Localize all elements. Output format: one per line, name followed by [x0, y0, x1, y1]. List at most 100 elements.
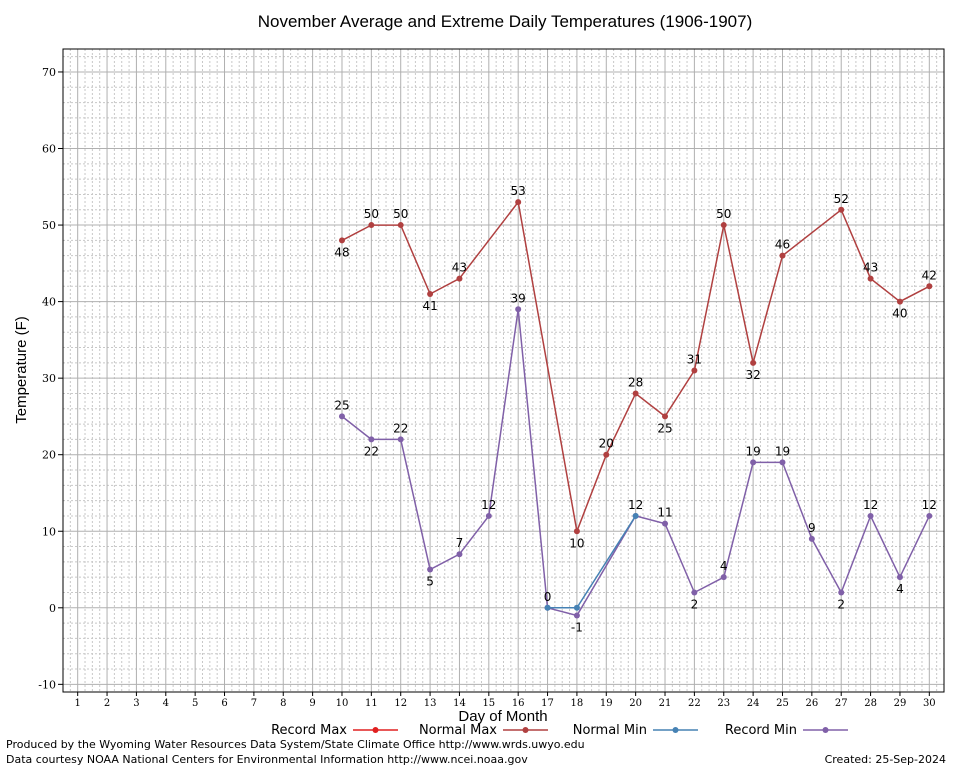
y-axis-label: Temperature (F) — [13, 316, 30, 424]
x-tick-label: 2 — [104, 698, 110, 709]
x-tick-label: 14 — [453, 698, 466, 709]
legend-label-record-max: Record Max — [271, 723, 347, 738]
record-min-point — [926, 512, 933, 519]
record-min-point — [691, 589, 698, 596]
x-tick-label: 15 — [482, 698, 495, 709]
normal-max-line — [341, 200, 930, 535]
x-tick-label: 4 — [163, 698, 169, 709]
x-tick-label: 25 — [776, 698, 789, 709]
x-tick-label: 5 — [192, 698, 198, 709]
x-tick-label: 20 — [629, 698, 642, 709]
legend-label-record-min: Record Min — [725, 723, 797, 738]
footer-data-courtesy: Data courtesy NOAA National Centers for … — [6, 753, 528, 766]
legend-marker-record-max — [372, 727, 379, 733]
record-min-point — [397, 436, 404, 443]
series-group: 25 22 22 5 7 12 39 0 -1 12 11 2 4 19 19 9 2 12 4 12 48 50 50 41… — [334, 184, 937, 634]
x-tick-label: 19 — [600, 698, 613, 709]
record-min-point — [779, 459, 786, 466]
normal-max-data-label: 10 — [569, 536, 584, 550]
normal-max-data-label: 46 — [775, 238, 790, 252]
record-min-data-label: 19 — [775, 444, 790, 458]
x-tick-label: 3 — [133, 698, 139, 709]
normal-max-data-label: 25 — [657, 421, 672, 435]
y-tick-label: -10 — [38, 678, 56, 691]
normal-max-point — [632, 390, 639, 397]
normal-max-data-label: 50 — [364, 207, 379, 221]
y-tick-label: 0 — [49, 602, 56, 615]
record-min-point — [515, 306, 522, 313]
x-tick-label: 7 — [251, 698, 257, 709]
record-min-point — [368, 436, 375, 443]
normal-max-point — [896, 298, 903, 305]
record-min-data-label: 12 — [863, 498, 878, 512]
normal-max-data-label: 40 — [892, 307, 907, 321]
record-min-data-label: 11 — [657, 506, 672, 520]
y-tick-label: 30 — [42, 372, 56, 385]
x-tick-label: 21 — [659, 698, 672, 709]
footer-produced-by: Produced by the Wyoming Water Resources … — [6, 738, 585, 751]
x-tick-label: 9 — [309, 698, 315, 709]
record-min-point — [573, 612, 580, 619]
normal-max-data-label: 28 — [628, 375, 643, 389]
legend-marker-normal-max — [522, 727, 529, 733]
y-tick-label: 20 — [42, 449, 56, 462]
record-min-point — [867, 512, 874, 519]
x-tick-label: 11 — [365, 698, 378, 709]
x-tick-label: 18 — [571, 698, 584, 709]
normal-max-point — [427, 290, 434, 297]
normal-max-point — [456, 275, 463, 282]
x-axis-label: Day of Month — [458, 708, 547, 725]
record-min-line — [341, 309, 930, 617]
grid — [62, 49, 945, 692]
normal-max-point — [573, 528, 580, 535]
normal-max-point — [926, 283, 933, 290]
x-tick-label: 30 — [923, 698, 936, 709]
x-tick-label: 29 — [894, 698, 907, 709]
x-tick-label: 22 — [688, 698, 701, 709]
normal-max-data-label: 52 — [834, 192, 849, 206]
record-min-data-label: 12 — [628, 498, 643, 512]
record-min-data-label: 9 — [808, 521, 816, 535]
normal-max-point — [515, 199, 522, 206]
record-min-data-label: 2 — [691, 597, 699, 611]
y-tick-label: 60 — [42, 143, 56, 156]
y-tick-label: 40 — [42, 296, 56, 309]
record-min-data-label: 12 — [922, 498, 937, 512]
normal-min-point — [573, 604, 580, 611]
x-tick-label: 24 — [747, 698, 760, 709]
record-min-data-label: 22 — [393, 421, 408, 435]
plot-area — [62, 48, 945, 693]
record-min-data-label: 4 — [720, 559, 728, 573]
record-min-point — [427, 566, 434, 573]
record-min-data-label: 12 — [481, 498, 496, 512]
record-min-data-label: -1 — [571, 620, 583, 634]
normal-max-point — [368, 222, 375, 229]
footer-created: Created: 25-Sep-2024 — [824, 753, 946, 766]
legend-label-normal-min: Normal Min — [573, 723, 647, 738]
legend-marker-record-min — [822, 727, 829, 733]
normal-max-data-label: 50 — [393, 207, 408, 221]
record-min-data-label: 39 — [511, 291, 526, 305]
normal-max-data-label: 31 — [687, 353, 702, 367]
record-min-point — [750, 459, 757, 466]
normal-max-data-label: 50 — [716, 207, 731, 221]
normal-max-data-label: 53 — [511, 184, 526, 198]
record-min-point — [838, 589, 845, 596]
normal-max-data-label: 43 — [863, 261, 878, 275]
x-tick-label: 1 — [74, 698, 80, 709]
x-tick-label: 10 — [336, 698, 349, 709]
record-min-point — [662, 520, 669, 527]
y-tick-label: 50 — [42, 219, 56, 232]
x-tick-label: 8 — [280, 698, 286, 709]
x-tick-label: 17 — [541, 698, 554, 709]
record-min-data-label: 7 — [456, 536, 464, 550]
normal-max-data-label: 20 — [599, 437, 614, 451]
normal-min-point — [544, 604, 551, 611]
normal-max-data-label: 42 — [922, 268, 937, 282]
normal-max-point — [691, 367, 698, 374]
record-min-data-label: 0 — [544, 590, 552, 604]
x-tick-label: 12 — [394, 698, 407, 709]
x-tick-label: 26 — [805, 698, 818, 709]
